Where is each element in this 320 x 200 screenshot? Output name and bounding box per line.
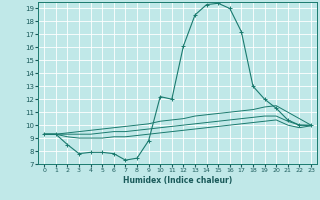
X-axis label: Humidex (Indice chaleur): Humidex (Indice chaleur) [123, 176, 232, 185]
